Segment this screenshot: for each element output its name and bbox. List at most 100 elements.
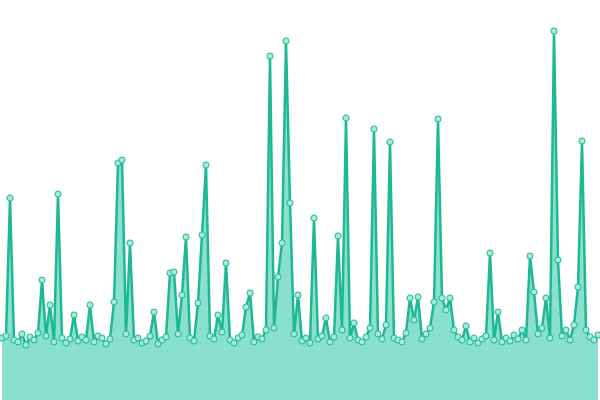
point xyxy=(182,233,190,241)
point xyxy=(294,291,302,299)
point xyxy=(526,252,534,260)
point xyxy=(530,288,538,296)
point xyxy=(418,335,426,343)
line xyxy=(1,29,599,347)
point xyxy=(106,335,114,343)
point xyxy=(222,259,230,267)
point xyxy=(406,294,414,302)
point xyxy=(566,336,574,344)
point xyxy=(466,338,474,346)
point xyxy=(258,335,266,343)
point xyxy=(38,276,46,284)
point xyxy=(422,330,430,338)
point xyxy=(534,330,542,338)
area-fill xyxy=(2,31,598,400)
point xyxy=(198,231,206,239)
point xyxy=(122,330,130,338)
point xyxy=(462,322,470,330)
point xyxy=(142,337,150,345)
point xyxy=(6,194,14,202)
point xyxy=(82,336,90,344)
point xyxy=(282,37,290,45)
point xyxy=(398,338,406,346)
point xyxy=(118,156,126,164)
point xyxy=(358,338,366,346)
point xyxy=(558,332,566,340)
point xyxy=(54,190,62,198)
point xyxy=(402,329,410,337)
point xyxy=(238,331,246,339)
point xyxy=(286,199,294,207)
point xyxy=(550,27,558,35)
point xyxy=(262,326,270,334)
point xyxy=(34,329,42,337)
point xyxy=(470,334,478,342)
point xyxy=(270,324,278,332)
point xyxy=(574,283,582,291)
point xyxy=(486,249,494,257)
point xyxy=(482,332,490,340)
point xyxy=(474,339,482,347)
point xyxy=(290,330,298,338)
point xyxy=(202,161,210,169)
point xyxy=(322,314,330,322)
point xyxy=(506,337,514,345)
point xyxy=(342,114,350,122)
point xyxy=(542,294,550,302)
point xyxy=(330,333,338,341)
point xyxy=(58,334,66,342)
point xyxy=(458,336,466,344)
point xyxy=(266,52,274,60)
point xyxy=(334,232,342,240)
point xyxy=(498,338,506,346)
point xyxy=(230,339,238,347)
point xyxy=(554,256,562,264)
point xyxy=(74,337,82,345)
point xyxy=(274,273,282,281)
point xyxy=(326,338,334,346)
point xyxy=(278,239,286,247)
point xyxy=(170,268,178,276)
point xyxy=(370,125,378,133)
point xyxy=(98,334,106,342)
point xyxy=(302,334,310,342)
point xyxy=(90,338,98,346)
point xyxy=(490,336,498,344)
point xyxy=(426,324,434,332)
point xyxy=(446,294,454,302)
point xyxy=(562,326,570,334)
point xyxy=(2,332,10,340)
point xyxy=(86,301,94,309)
point xyxy=(318,332,326,340)
point xyxy=(382,321,390,329)
point xyxy=(14,338,22,346)
point xyxy=(22,341,30,349)
point xyxy=(18,330,26,338)
point xyxy=(350,319,358,327)
point xyxy=(190,337,198,345)
point xyxy=(346,334,354,342)
point xyxy=(110,298,118,306)
point xyxy=(594,331,600,339)
point xyxy=(70,311,78,319)
point xyxy=(242,303,250,311)
point xyxy=(378,335,386,343)
point xyxy=(438,294,446,302)
point xyxy=(414,293,422,301)
point xyxy=(246,289,254,297)
point xyxy=(510,331,518,339)
point xyxy=(214,311,222,319)
point xyxy=(218,328,226,336)
point xyxy=(306,339,314,347)
point xyxy=(310,214,318,222)
point xyxy=(194,299,202,307)
point xyxy=(30,336,38,344)
point xyxy=(386,138,394,146)
point xyxy=(410,316,418,324)
point xyxy=(578,137,586,145)
point xyxy=(250,338,258,346)
point xyxy=(570,321,578,329)
point xyxy=(338,326,346,334)
point xyxy=(362,333,370,341)
